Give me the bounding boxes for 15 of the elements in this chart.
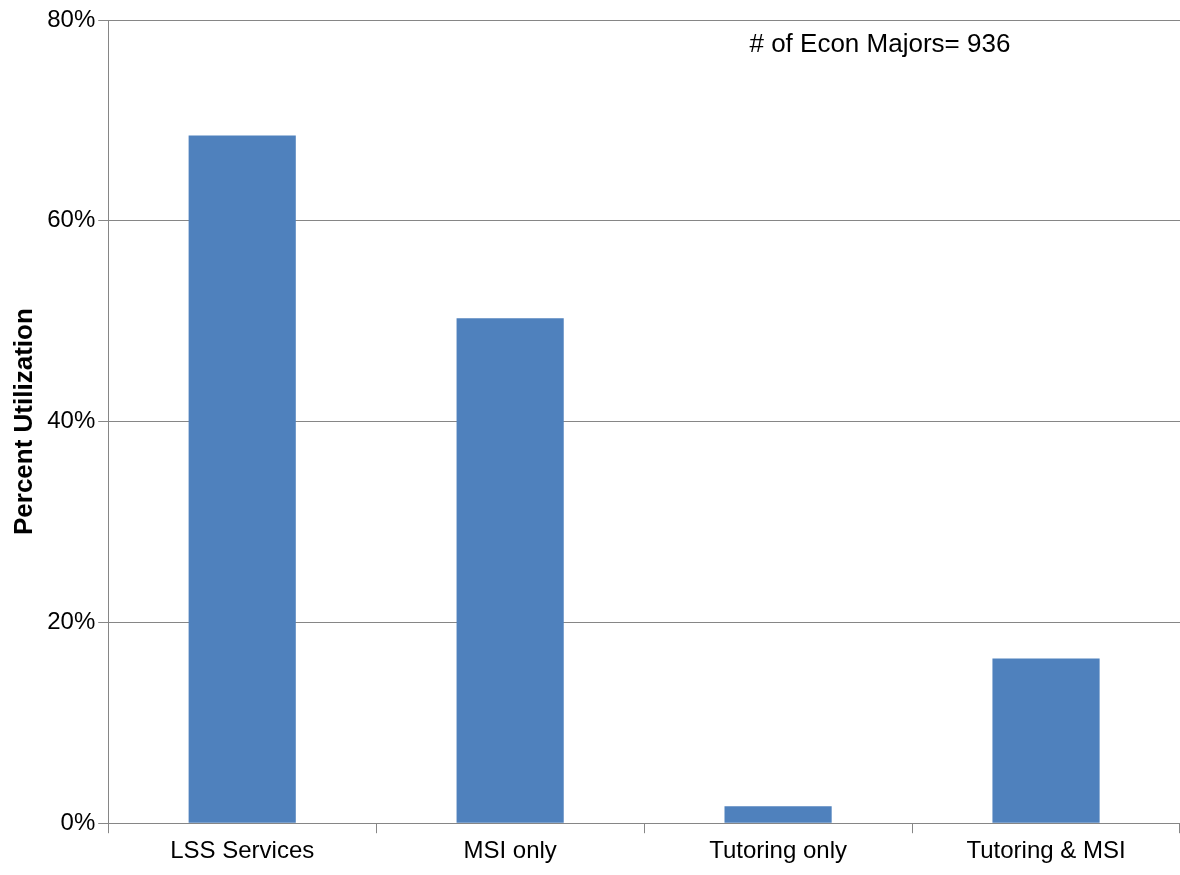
annotation: # of Econ Majors= 936 <box>749 28 1011 59</box>
y-axis-title: Percent Utilization <box>7 308 38 536</box>
y-tick-label: 20% <box>47 607 96 635</box>
bar <box>992 658 1100 823</box>
x-tick-label: MSI only <box>463 836 557 864</box>
x-tick-label: Tutoring only <box>709 836 848 864</box>
y-tick-label: 0% <box>60 807 96 835</box>
y-tick-label: 80% <box>47 4 96 32</box>
x-tick-label: LSS Services <box>170 836 315 864</box>
y-tick-label: 40% <box>47 406 96 434</box>
x-tick-label: Tutoring & MSI <box>966 836 1126 864</box>
bar <box>188 135 296 823</box>
bar <box>724 806 832 823</box>
bar <box>456 318 564 823</box>
y-tick-label: 60% <box>47 205 96 233</box>
